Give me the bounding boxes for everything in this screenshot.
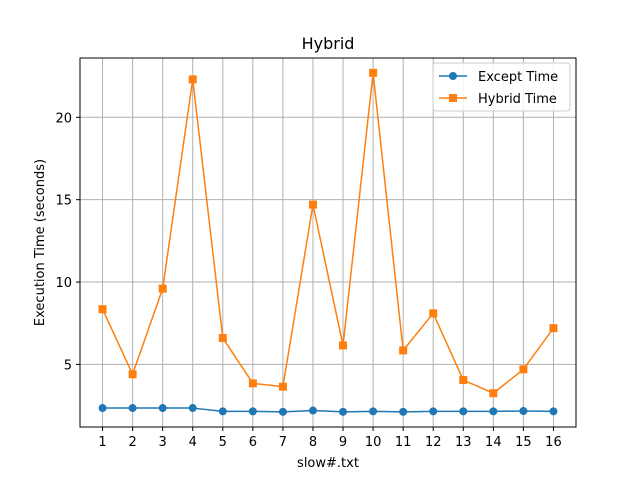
data-point [369,68,378,77]
data-point [519,365,528,374]
data-point [188,75,197,84]
y-axis-title: Execution Time (seconds) [33,159,48,326]
legend-marker [449,72,457,80]
data-point [339,341,348,350]
data-point [549,407,558,416]
data-point [98,404,107,413]
x-tick-label: 4 [189,435,197,450]
data-point [278,382,287,391]
data-point [399,407,408,416]
y-tick-label: 15 [55,194,72,209]
data-point [218,407,227,416]
y-axis: 5 10 15 20 [55,111,80,373]
x-tick-label: 5 [219,435,227,450]
y-tick-label: 20 [55,111,72,126]
y-tick-label: 5 [64,358,72,373]
series-line-2 [101,72,555,394]
series-line-1 [102,407,554,413]
y-tick-label: 10 [55,276,72,291]
data-point [308,200,317,209]
data-point [278,407,287,416]
data-point [98,305,107,314]
data-point [128,370,137,379]
data-point [489,407,498,416]
x-tick-label: 14 [485,435,502,450]
data-point [248,379,257,388]
legend: Except Time Hybrid Time [432,62,571,112]
data-point [489,389,498,398]
legend-box [432,62,571,112]
data-point [158,284,167,293]
data-point [308,406,317,415]
plot-frame [79,57,577,428]
x-tick-label: 3 [159,435,167,450]
x-tick-label: 8 [309,435,317,450]
legend-marker [449,94,457,102]
x-tick-label: 9 [339,435,347,450]
x-tick-label: 1 [98,435,106,450]
x-tick-label: 16 [545,435,562,450]
data-point [429,309,438,318]
x-tick-label: 11 [395,435,412,450]
x-axis: 1 2 3 4 5 6 7 8 9 10 11 12 13 14 15 16 [98,427,562,450]
x-tick-label: 2 [128,435,136,450]
data-point [429,407,438,416]
data-point [549,324,558,333]
grid-lines [80,58,576,427]
data-point [188,404,197,413]
data-point [459,407,468,416]
legend-label: Except Time [478,70,558,85]
x-tick-label: 12 [425,435,442,450]
data-point [339,407,348,416]
x-tick-label: 15 [515,435,532,450]
data-point [399,346,408,355]
series-layer [98,68,558,416]
data-point [128,404,137,413]
chart-title: Hybrid [302,34,355,53]
data-point [248,407,257,416]
x-tick-label: 10 [365,435,382,450]
x-axis-title: slow#.txt [297,456,359,471]
data-point [519,407,528,416]
x-tick-label: 6 [249,435,257,450]
data-point [158,404,167,413]
data-point [218,334,227,343]
legend-label: Hybrid Time [478,92,557,107]
data-point [459,376,468,385]
x-tick-label: 7 [279,435,287,450]
x-tick-label: 13 [455,435,472,450]
data-point [369,407,378,416]
